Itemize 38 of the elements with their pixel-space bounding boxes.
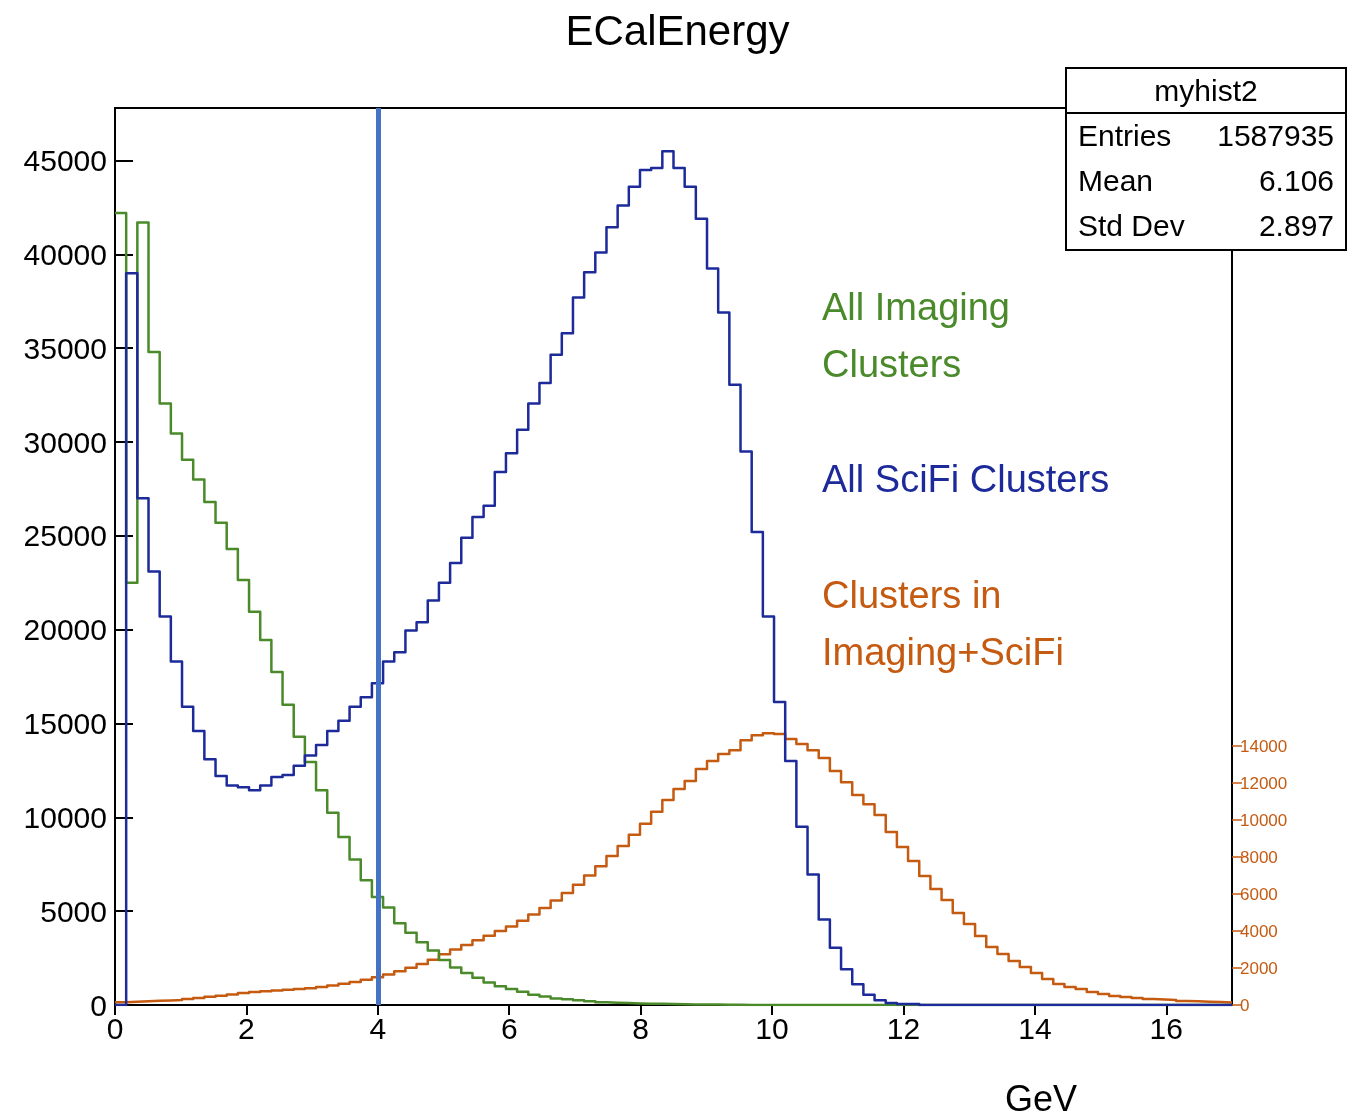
- x-axis-title: GeV: [1005, 1077, 1078, 1119]
- x-tick-label: 12: [886, 1011, 921, 1045]
- y-tick-label: 10000: [23, 800, 107, 834]
- text: myhist2: [1154, 74, 1258, 107]
- y-tick-label: 15000: [23, 707, 107, 741]
- text: All Imaging Clusters: [822, 285, 1021, 385]
- annotation: 1587935: [1217, 119, 1334, 152]
- y2-tick-label: 0: [1240, 995, 1250, 1015]
- text: 2.897: [1258, 209, 1334, 242]
- y2-tick-label: 12000: [1240, 773, 1288, 793]
- x-tick-label: 4: [369, 1011, 387, 1045]
- y2-tick-label: 2000: [1240, 958, 1278, 978]
- text: 6.106: [1258, 164, 1334, 197]
- y2-tick-label: 6000: [1240, 884, 1278, 904]
- x-tick-label: 16: [1149, 1011, 1183, 1045]
- y-tick-label: 45000: [23, 144, 107, 178]
- y-tick-label: 30000: [23, 425, 107, 459]
- x-tick-label: 10: [755, 1011, 789, 1045]
- x-tick-label: 14: [1018, 1011, 1052, 1045]
- chart-title: ECalEnergy: [565, 6, 790, 54]
- y2-tick-label: 14000: [1240, 736, 1288, 756]
- x-tick-label: 2: [238, 1011, 255, 1045]
- y-tick-label: 35000: [23, 331, 107, 365]
- y2-tick-label: 8000: [1240, 847, 1278, 867]
- x-tick-label: 6: [500, 1011, 518, 1045]
- y-tick-label: 20000: [23, 613, 107, 647]
- annotation: Std Dev: [1078, 209, 1185, 242]
- series-label: All SciFi Clusters: [822, 457, 1110, 500]
- y-tick-label: 5000: [40, 894, 107, 928]
- y-tick-label: 0: [90, 988, 107, 1022]
- y-tick-label: 40000: [23, 237, 107, 271]
- y-tick-label: 25000: [23, 519, 107, 553]
- series-label: Clusters in Imaging+SciFi: [822, 573, 1064, 673]
- y2-tick-label: 10000: [1240, 810, 1288, 830]
- y2-tick-label: 4000: [1240, 921, 1278, 941]
- annotation: Entries: [1078, 119, 1172, 152]
- x-tick-label: 8: [632, 1011, 649, 1045]
- annotation: Mean: [1078, 164, 1154, 197]
